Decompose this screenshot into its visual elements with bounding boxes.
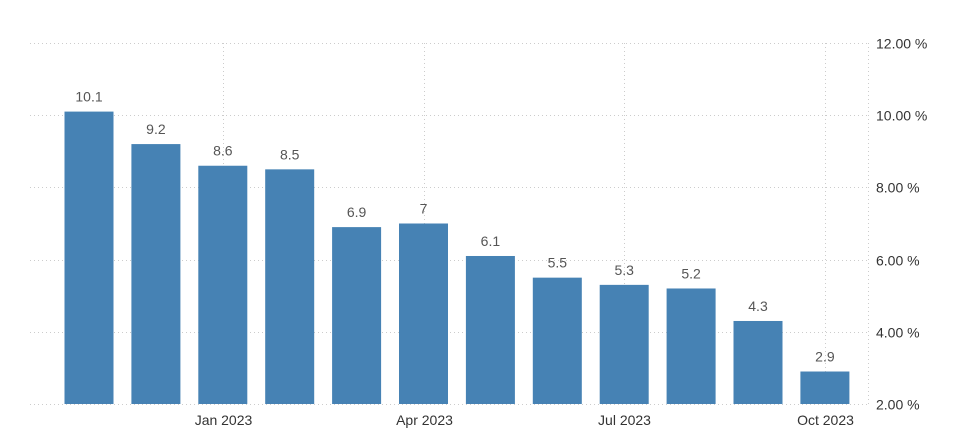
data-label: 7 (420, 201, 428, 217)
bar (64, 111, 114, 404)
bar (666, 288, 716, 404)
bar (399, 223, 448, 404)
x-tick-label: Jan 2023 (195, 412, 253, 428)
y-tick-label: 6.00 % (876, 253, 920, 269)
data-label: 8.6 (213, 143, 233, 159)
bar (198, 165, 248, 404)
bar (332, 227, 382, 404)
y-tick-label: 10.00 % (876, 108, 927, 124)
data-label: 5.2 (681, 265, 701, 281)
y-tick-label: 4.00 % (876, 325, 920, 341)
x-tick-label: Oct 2023 (797, 412, 854, 428)
y-tick-label: 8.00 % (876, 180, 920, 196)
y-axis-ticks: 12.00 % 10.00 % 8.00 % 6.00 % 4.00 % 2.00 % (876, 36, 927, 413)
x-axis-ticks: Jan 2023 Apr 2023 Jul 2023 Oct 2023 (195, 412, 854, 428)
bar (465, 255, 515, 404)
y-tick-label: 2.00 % (876, 397, 920, 413)
data-label: 4.3 (748, 298, 768, 314)
bar (733, 320, 783, 404)
data-label: 5.5 (548, 255, 568, 271)
data-labels: 10.1 9.2 8.6 8.5 6.9 7 6.1 5.5 5.3 5.2 4.3 2.9 (75, 89, 834, 365)
bar (599, 284, 649, 404)
data-label: 2.9 (815, 349, 835, 365)
y-tick-label: 12.00 % (876, 36, 927, 52)
data-label: 6.9 (347, 204, 367, 220)
data-label: 5.3 (614, 262, 634, 278)
data-label: 8.5 (280, 146, 300, 162)
x-tick-label: Apr 2023 (396, 412, 453, 428)
data-label: 6.1 (481, 233, 501, 249)
data-label: 10.1 (75, 89, 102, 105)
x-tick-label: Jul 2023 (598, 412, 651, 428)
data-label: 9.2 (146, 121, 166, 137)
bar (131, 144, 181, 404)
bar (265, 169, 315, 404)
bar (532, 277, 582, 404)
bar (800, 371, 850, 404)
bars (64, 111, 850, 404)
